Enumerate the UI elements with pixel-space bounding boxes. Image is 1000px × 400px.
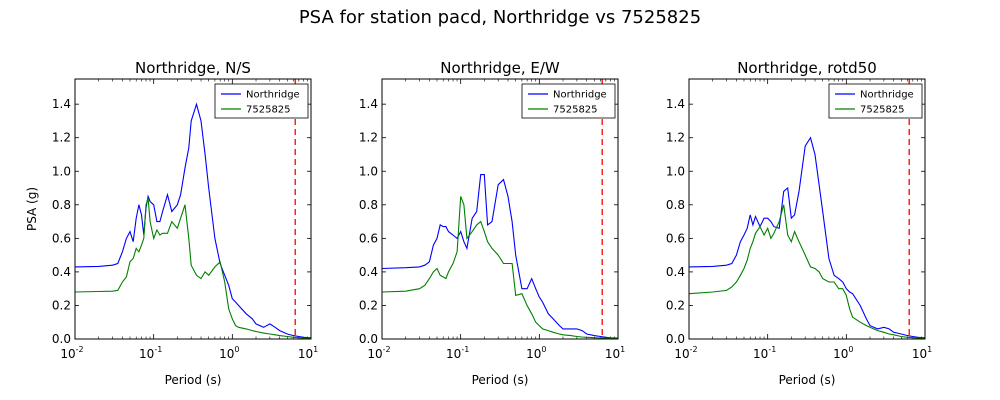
legend: Northridge 7525825 <box>521 83 616 119</box>
y-tick-label: 1.4 <box>666 97 685 111</box>
legend-label: Northridge <box>860 90 914 101</box>
axes-frame <box>688 78 926 340</box>
x-tick-label: 101 <box>605 345 625 361</box>
x-tick-label: 10-1 <box>446 345 469 361</box>
y-tick-label: 0.4 <box>359 265 378 279</box>
x-tick-label: 10-2 <box>674 345 697 361</box>
y-tick-label: 0.0 <box>666 332 685 346</box>
legend-label: Northridge <box>553 90 607 101</box>
y-tick-label: 1.0 <box>52 164 71 178</box>
x-tick-label: 10-1 <box>753 345 776 361</box>
figure-title: PSA for station pacd, Northridge vs 7525… <box>299 7 701 28</box>
x-tick-label: 10-1 <box>139 345 162 361</box>
y-axis-label: PSA (g) <box>25 187 39 231</box>
legend-box <box>828 83 923 119</box>
y-tick-label: 0.6 <box>666 231 685 245</box>
y-tick-label: 0.8 <box>52 198 71 212</box>
x-tick-label: 101 <box>298 345 318 361</box>
legend-label: 7525825 <box>860 105 905 116</box>
y-tick-label: 1.0 <box>666 164 685 178</box>
y-tick-label: 0.8 <box>359 198 378 212</box>
y-tick-label: 0.2 <box>666 298 685 312</box>
panel-title: Northridge, E/W <box>440 59 560 77</box>
x-axis-label: Period (s) <box>472 373 529 387</box>
chart-panels: Northridge, N/S 0.0 0.2 0.4 0.6 0.8 1.0 1.2 1.4 1… <box>25 59 932 387</box>
y-tick-label: 1.2 <box>359 131 378 145</box>
legend-label: 7525825 <box>553 105 598 116</box>
y-tick-label: 0.0 <box>52 332 71 346</box>
y-tick-label: 1.4 <box>359 97 378 111</box>
x-axis-label: Period (s) <box>779 373 836 387</box>
y-tick-label: 0.6 <box>359 231 378 245</box>
axes-frame <box>74 78 312 340</box>
x-tick-label: 100 <box>526 345 546 361</box>
axes-frame <box>381 78 619 340</box>
chart-panel-2: Northridge, E/W 0.0 0.2 0.4 0.6 0.8 1.0 1.2 1.4 1… <box>359 59 625 387</box>
series-line-northridge <box>382 174 618 339</box>
x-tick-label: 101 <box>912 345 932 361</box>
chart-panel-3: Northridge, rotd50 0.0 0.2 0.4 0.6 0.8 1.0 1.2 1… <box>666 59 932 387</box>
y-tick-label: 0.6 <box>52 231 71 245</box>
y-tick-label: 1.4 <box>52 97 71 111</box>
x-tick-label: 100 <box>833 345 853 361</box>
x-tick-label: 10-2 <box>60 345 83 361</box>
panel-title: Northridge, rotd50 <box>737 59 877 77</box>
series-line-northridge <box>689 136 925 339</box>
y-tick-label: 0.4 <box>52 265 71 279</box>
legend-box <box>521 83 616 119</box>
y-tick-label: 0.4 <box>666 265 685 279</box>
y-tick-label: 0.2 <box>52 298 71 312</box>
series-line-northridge <box>75 102 311 339</box>
legend-box <box>214 83 309 119</box>
x-axis-label: Period (s) <box>165 373 222 387</box>
x-tick-label: 10-2 <box>367 345 390 361</box>
series-line-simulation <box>75 197 311 339</box>
legend-label: 7525825 <box>246 105 291 116</box>
legend: Northridge 7525825 <box>214 83 309 119</box>
x-tick-label: 100 <box>219 345 239 361</box>
legend-label: Northridge <box>246 90 300 101</box>
y-tick-label: 1.2 <box>666 131 685 145</box>
y-tick-label: 0.8 <box>666 198 685 212</box>
series-line-simulation <box>689 204 925 339</box>
panel-title: Northridge, N/S <box>135 59 251 77</box>
y-tick-label: 0.0 <box>359 332 378 346</box>
y-tick-label: 1.0 <box>359 164 378 178</box>
y-tick-label: 0.2 <box>359 298 378 312</box>
series-line-simulation <box>382 196 618 339</box>
chart-panel-1: Northridge, N/S 0.0 0.2 0.4 0.6 0.8 1.0 1.2 1.4 1… <box>25 59 318 387</box>
y-tick-label: 1.2 <box>52 131 71 145</box>
legend: Northridge 7525825 <box>828 83 923 119</box>
